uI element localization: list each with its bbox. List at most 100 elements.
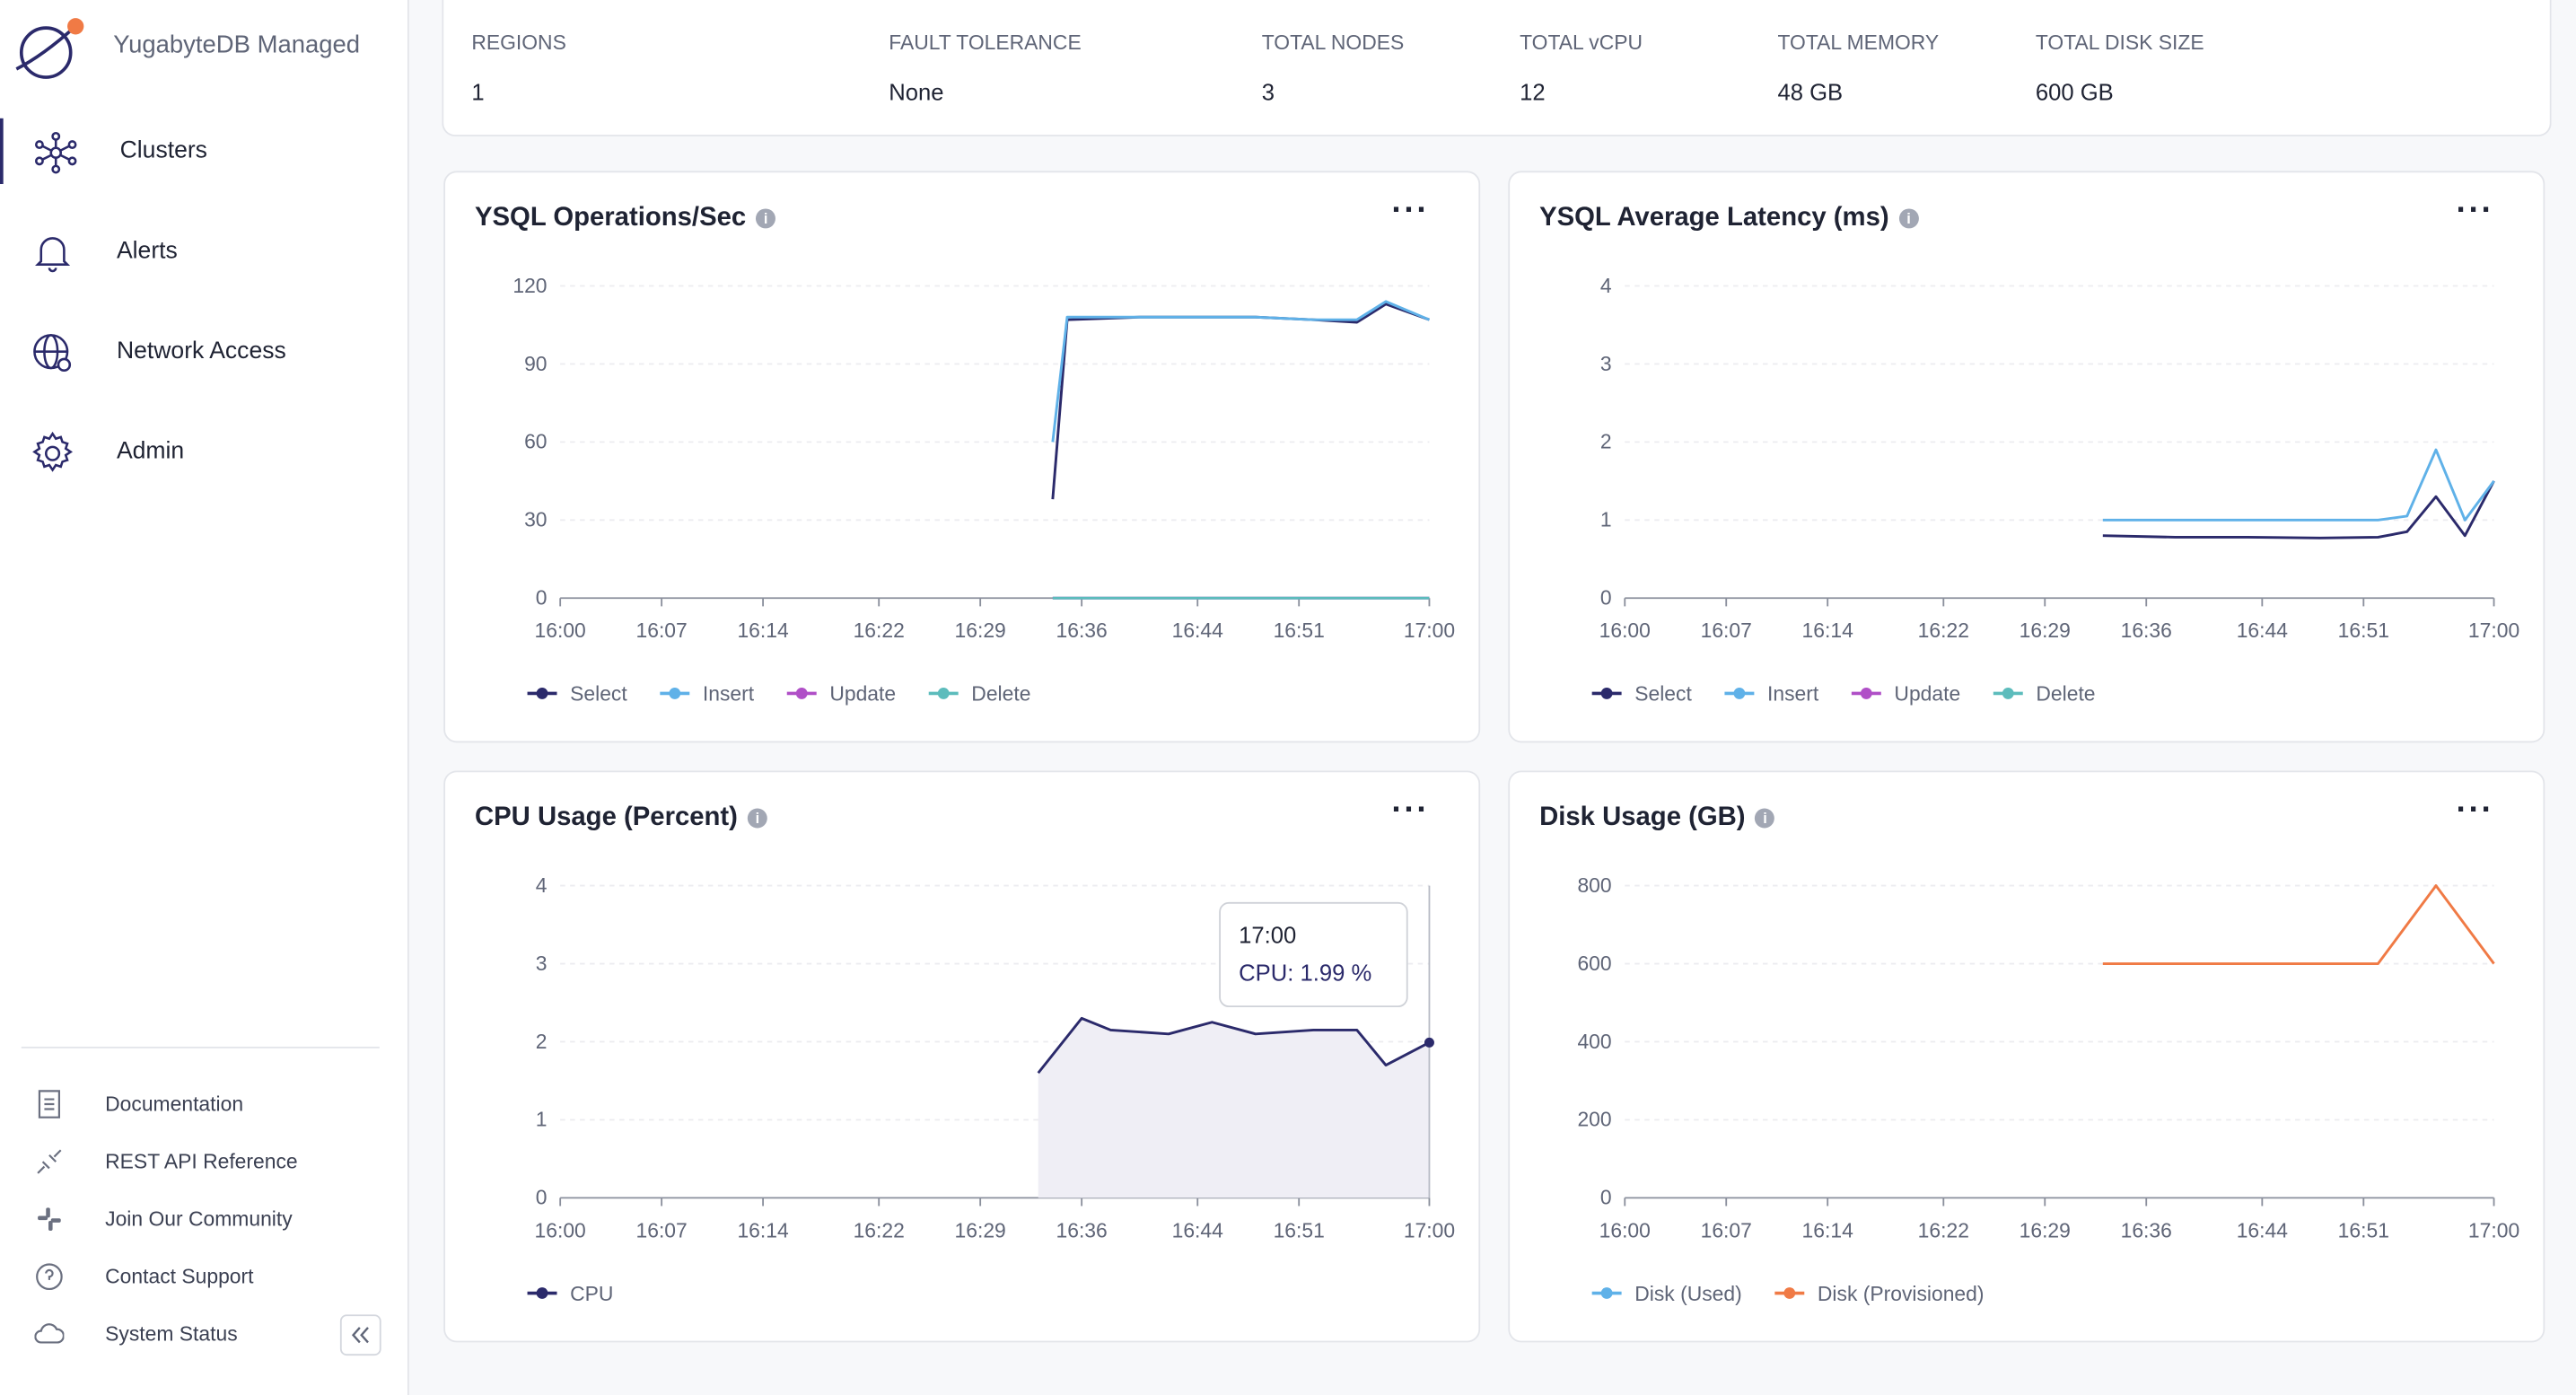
y-tick-label: 0	[1600, 586, 1612, 610]
link[interactable]: Documentation	[0, 1084, 329, 1124]
icon	[34, 131, 77, 174]
chart: 0 200 400 600 800 16:00 16:07 16:14 16:22 16:29 16…	[1577, 873, 2519, 1305]
x-tick-label: 16:14	[737, 1218, 789, 1241]
y-tick-label: 3	[536, 952, 548, 975]
line	[2102, 480, 2495, 540]
chart-title-row: YSQL Average Latency (ms) i	[1539, 204, 1919, 233]
y-tick-label: 800	[1577, 873, 1611, 897]
x-tick-label: 17:00	[2468, 1218, 2519, 1241]
y-tick-label: 60	[524, 430, 547, 453]
chart-card: YSQL Operations/Sec i ··· 0 30 60 90 120 16:00 16…	[443, 171, 1481, 743]
icon	[32, 431, 74, 472]
y-tick-label: 2	[1600, 430, 1612, 453]
x-tick-label: 16:44	[1172, 619, 1224, 642]
y-tick-label: 1	[536, 1108, 548, 1131]
x-tick-label: 16:22	[1918, 619, 1969, 642]
chart-title-row: Disk Usage (GB) i	[1539, 803, 1775, 833]
icon	[37, 1149, 62, 1174]
icon	[33, 334, 72, 373]
stat-value: 600 GB	[2035, 78, 2114, 106]
menu-button[interactable]: ···	[2456, 192, 2494, 229]
legend-label: Delete	[971, 682, 1030, 706]
x-tick-label: 16:44	[1172, 1218, 1224, 1241]
link[interactable]: Contact Support	[0, 1257, 329, 1296]
nav-label: Clusters	[119, 137, 207, 165]
x-tick-label: 16:07	[1701, 1218, 1752, 1241]
link-label: Documentation	[105, 1092, 244, 1116]
hover-dot	[1424, 1037, 1434, 1048]
menu-button[interactable]: ···	[1391, 192, 1430, 229]
nav-label: Network Access	[116, 338, 286, 365]
x-tick-label: 16:22	[1918, 1218, 1969, 1241]
icon	[36, 1263, 63, 1291]
nav-label: Alerts	[116, 238, 178, 265]
link-label: System Status	[105, 1322, 238, 1347]
legend-dot	[1860, 688, 1872, 699]
legend-label: Select	[1634, 682, 1692, 706]
legend-label: Insert	[1767, 682, 1819, 706]
legend-dot	[1600, 1287, 1613, 1299]
legend-dot	[536, 1287, 548, 1299]
legend-label: Disk (Provisioned)	[1818, 1282, 1985, 1305]
link-label: Contact Support	[105, 1265, 254, 1289]
chart-card: CPU Usage (Percent) i ··· 0 1 2 3 4 16:00 16:07 16…	[443, 770, 1481, 1343]
link-label: Join Our Community	[105, 1207, 293, 1231]
line	[1037, 1016, 1431, 1075]
legend-label: Disk (Used)	[1634, 1282, 1741, 1305]
x-tick-label: 16:22	[854, 1218, 905, 1241]
tooltip-label: CPU: 1.99 %	[1239, 959, 1372, 987]
collapse-button[interactable]	[339, 1314, 381, 1356]
stat-value: 3	[1261, 78, 1275, 106]
y-tick-label: 600	[1577, 952, 1611, 975]
x-tick-label: 16:36	[2121, 619, 2172, 642]
nav-label: Admin	[116, 438, 185, 466]
menu-button[interactable]: ···	[1391, 792, 1430, 829]
x-tick-label: 17:00	[2468, 619, 2519, 642]
chart: 0 30 60 90 120 16:00 16:07 16:14 16:22 16:29 16:36…	[513, 274, 1455, 706]
stat-value: 12	[1520, 78, 1546, 106]
nav-item[interactable]: Network Access	[0, 319, 407, 384]
chart-title: YSQL Average Latency (ms)	[1539, 203, 1889, 232]
menu-button[interactable]: ···	[2456, 792, 2494, 829]
info-icon: i	[747, 808, 767, 829]
x-tick-label: 16:14	[1802, 1218, 1854, 1241]
link[interactable]: System Status	[0, 1314, 329, 1354]
stat-label: REGIONS	[471, 31, 566, 55]
legend-dot	[536, 688, 548, 699]
nav-item[interactable]: Admin	[0, 419, 407, 485]
line	[2102, 448, 2495, 522]
x-tick-label: 16:00	[1599, 619, 1651, 642]
chart-title: Disk Usage (GB)	[1539, 803, 1746, 832]
x-tick-label: 16:00	[535, 1218, 586, 1241]
y-tick-label: 3	[1600, 352, 1612, 375]
icon	[34, 1323, 65, 1344]
link[interactable]: REST API Reference	[0, 1142, 329, 1181]
x-tick-label: 16:14	[737, 619, 789, 642]
x-tick-label: 16:07	[636, 1218, 688, 1241]
chart-card: YSQL Average Latency (ms) i ··· 0 1 2 3 4 16:00 1…	[1508, 171, 2545, 743]
x-tick-label: 16:07	[636, 619, 688, 642]
x-tick-label: 16:29	[2020, 1218, 2071, 1241]
y-tick-label: 2	[536, 1030, 548, 1053]
icon	[35, 237, 71, 273]
info-icon: i	[1898, 208, 1919, 229]
x-tick-label: 16:51	[1274, 619, 1325, 642]
legend-dot	[1600, 688, 1613, 699]
x-tick-label: 16:44	[2237, 1218, 2289, 1241]
nav-item[interactable]: Clusters	[0, 118, 411, 185]
legend-label: Update	[1894, 682, 1960, 706]
nav-item[interactable]: Alerts	[0, 218, 407, 284]
legend-label: Update	[829, 682, 896, 706]
legend-dot	[795, 688, 808, 699]
x-tick-label: 16:36	[2121, 1218, 2172, 1241]
link[interactable]: Join Our Community	[0, 1199, 329, 1239]
legend-label: CPU	[570, 1282, 613, 1305]
logo	[15, 18, 84, 79]
info-icon: i	[756, 208, 776, 229]
chart-title-row: YSQL Operations/Sec i	[475, 204, 776, 233]
y-tick-label: 0	[536, 586, 548, 610]
stat-label: TOTAL MEMORY	[1777, 31, 1940, 55]
icon	[351, 1327, 369, 1344]
y-tick-label: 1	[1600, 508, 1612, 531]
